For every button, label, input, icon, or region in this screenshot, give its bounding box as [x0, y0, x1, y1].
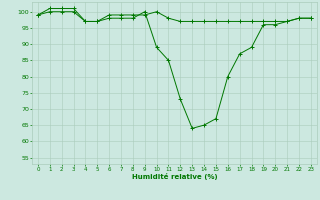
X-axis label: Humidité relative (%): Humidité relative (%): [132, 173, 217, 180]
